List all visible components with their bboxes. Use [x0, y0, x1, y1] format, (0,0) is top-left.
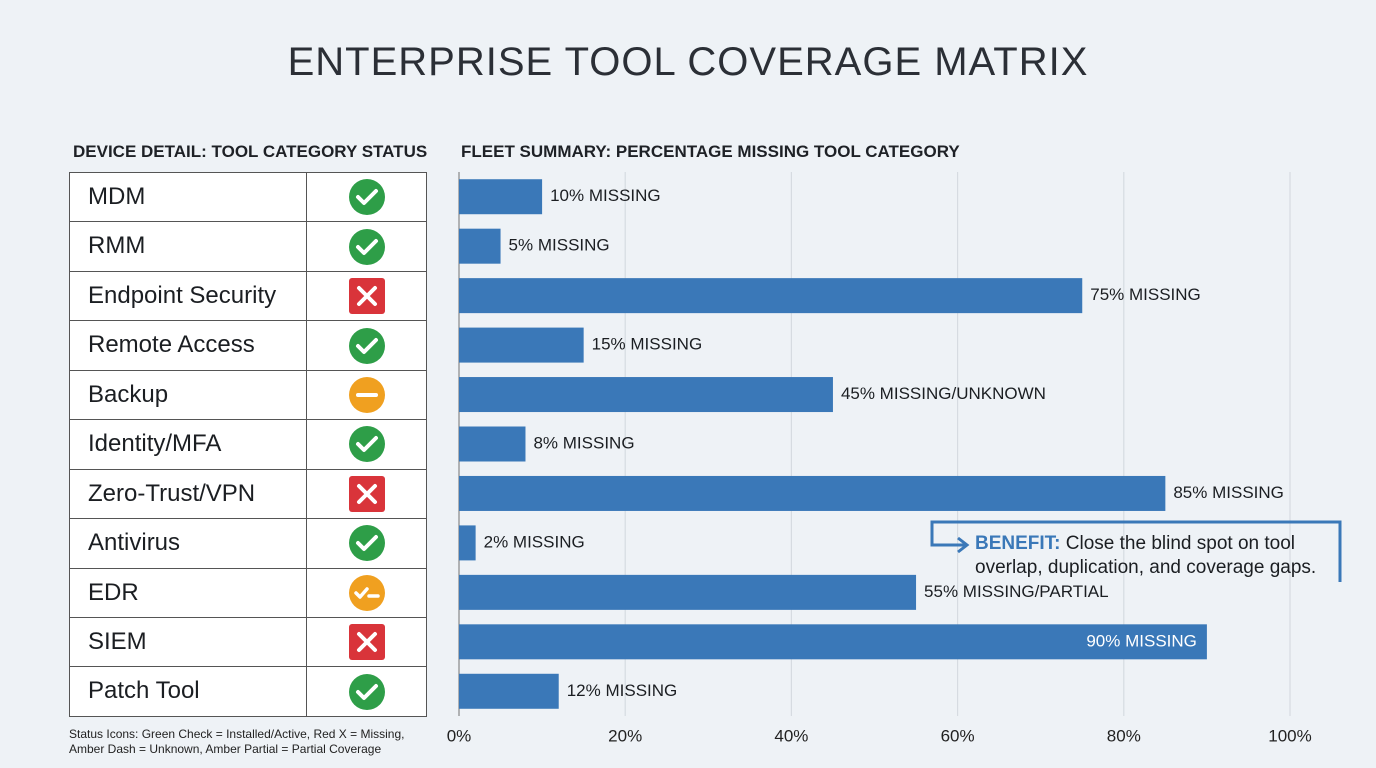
tool-name: Zero-Trust/VPN — [70, 469, 307, 519]
value-label: 5% MISSING — [509, 236, 610, 255]
x-tick-label: 80% — [1107, 726, 1141, 745]
tool-name: Antivirus — [70, 519, 307, 568]
value-label: 2% MISSING — [484, 532, 585, 551]
value-label: 10% MISSING — [550, 186, 661, 205]
tool-name: Patch Tool — [70, 667, 307, 716]
tool-name: Identity/MFA — [70, 420, 307, 469]
bar — [459, 624, 1207, 660]
annotation: BENEFIT: Close the blind spot on tool ov… — [975, 532, 1345, 580]
tool-name: Backup — [70, 370, 307, 420]
bar — [459, 673, 559, 709]
bar — [459, 426, 526, 462]
bar — [459, 525, 476, 561]
x-tick-label: 20% — [608, 726, 642, 745]
table-title: DEVICE DETAIL: TOOL CATEGORY STATUS — [73, 142, 428, 161]
value-label: 12% MISSING — [567, 681, 678, 700]
tool-name: EDR — [70, 568, 307, 617]
bar — [459, 179, 543, 215]
tool-name: Remote Access — [70, 321, 307, 370]
tool-name: MDM — [70, 173, 307, 222]
bar — [459, 377, 833, 413]
status-table: MDM RMM Endpoint Security Remote Access … — [69, 172, 427, 717]
x-tick-label: 60% — [941, 726, 975, 745]
value-label: 75% MISSING — [1090, 285, 1201, 304]
value-label: 90% MISSING — [1086, 631, 1197, 650]
tool-name: RMM — [70, 222, 307, 271]
table-row: RMM — [70, 221, 426, 271]
legend-note: Status Icons: Green Check = Installed/Ac… — [69, 727, 405, 756]
chart-title: FLEET SUMMARY: PERCENTAGE MISSING TOOL C… — [461, 142, 960, 161]
table-row: EDR — [70, 567, 426, 617]
tool-name: Endpoint Security — [70, 271, 307, 321]
table-row: Patch Tool — [70, 666, 426, 716]
value-label: 15% MISSING — [592, 335, 703, 354]
x-tick-label: 100% — [1268, 726, 1311, 745]
table-row: Zero-Trust/VPN — [70, 468, 426, 519]
table-row: Identity/MFA — [70, 419, 426, 469]
bar — [459, 278, 1083, 314]
table-row: Remote Access — [70, 320, 426, 370]
table-row: Backup — [70, 369, 426, 420]
bar — [459, 228, 501, 264]
tool-name: SIEM — [70, 617, 307, 667]
bar — [459, 327, 584, 363]
table-row: SIEM — [70, 616, 426, 667]
x-tick-label: 40% — [774, 726, 808, 745]
annotation-arrow — [957, 536, 970, 554]
annotation-label: BENEFIT: — [975, 533, 1061, 554]
value-label: 85% MISSING — [1173, 483, 1284, 502]
table-row: Endpoint Security — [70, 270, 426, 321]
x-tick-label: 0% — [447, 726, 472, 745]
bar — [459, 574, 917, 610]
value-label: 8% MISSING — [533, 433, 634, 452]
annotation-text: Close the blind spot on tool overlap, du… — [975, 533, 1317, 578]
page-title: ENTERPRISE TOOL COVERAGE MATRIX — [287, 40, 1089, 84]
value-label: 55% MISSING/PARTIAL — [924, 582, 1109, 601]
annotation-bracket — [930, 520, 1342, 582]
bar — [459, 475, 1166, 511]
table-row: Antivirus — [70, 518, 426, 568]
table-row: MDM — [70, 173, 426, 222]
value-label: 45% MISSING/UNKNOWN — [841, 384, 1046, 403]
